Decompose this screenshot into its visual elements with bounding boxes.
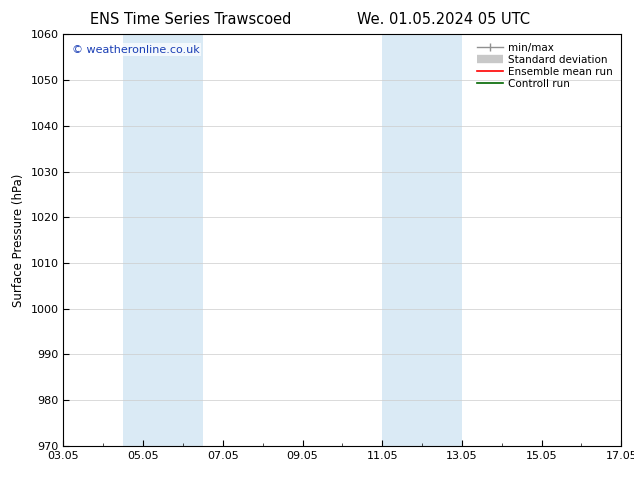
Text: ENS Time Series Trawscoed: ENS Time Series Trawscoed (89, 12, 291, 27)
Text: © weatheronline.co.uk: © weatheronline.co.uk (72, 45, 200, 54)
Y-axis label: Surface Pressure (hPa): Surface Pressure (hPa) (12, 173, 25, 307)
Bar (382, 34, 462, 446)
Text: We. 01.05.2024 05 UTC: We. 01.05.2024 05 UTC (358, 12, 530, 27)
Legend: min/max, Standard deviation, Ensemble mean run, Controll run: min/max, Standard deviation, Ensemble me… (474, 40, 616, 92)
Bar (123, 34, 203, 446)
